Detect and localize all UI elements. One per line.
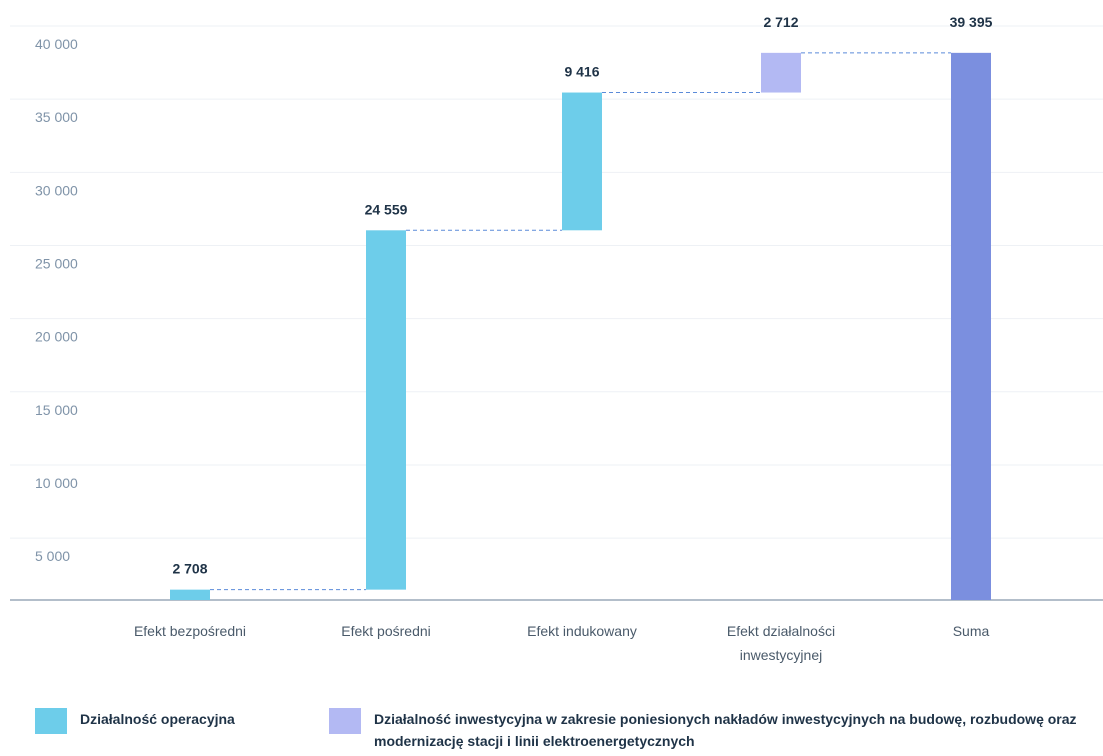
y-tick-label: 40 000 [35,36,78,52]
legend-item-investment: Działalność inwestycyjna w zakresie poni… [329,708,1094,752]
bar-2 [366,230,406,590]
y-tick-label: 35 000 [35,109,78,125]
bar-3 [562,92,602,231]
category-label-4: inwestycyjnej [740,647,822,663]
value-label-3: 9 416 [564,64,599,80]
y-tick-label: 10 000 [35,475,78,491]
value-label-5: 39 395 [950,14,993,30]
y-tick-label: 20 000 [35,329,78,345]
bar-1 [170,589,210,600]
category-label-3: Efekt indukowany [527,623,637,639]
bar-4 [761,52,801,93]
legend-label-investment: Działalność inwestycyjna w zakresie poni… [374,711,1077,749]
value-label-4: 2 712 [763,14,798,30]
y-tick-label: 25 000 [35,255,78,271]
legend-swatch-operational [35,708,67,734]
value-label-2: 24 559 [365,201,408,217]
y-tick-label: 30 000 [35,182,78,198]
y-tick-label: 5 000 [35,548,70,564]
category-label-5: Suma [953,623,990,639]
waterfall-chart: 5 000 10 000 15 000 20 000 25 000 30 000 35 00… [10,14,1103,663]
category-label-1: Efekt bezpośredni [134,623,246,639]
legend-item-operational: Działalność operacyjna [35,708,235,734]
value-label-1: 2 708 [172,561,207,577]
y-tick-label: 15 000 [35,402,78,418]
legend-label-operational: Działalność operacyjna [80,711,235,727]
category-label-4: Efekt działalności [727,623,835,639]
bar-5 [951,52,991,600]
legend-swatch-investment [329,708,361,734]
category-label-2: Efekt pośredni [341,623,431,639]
